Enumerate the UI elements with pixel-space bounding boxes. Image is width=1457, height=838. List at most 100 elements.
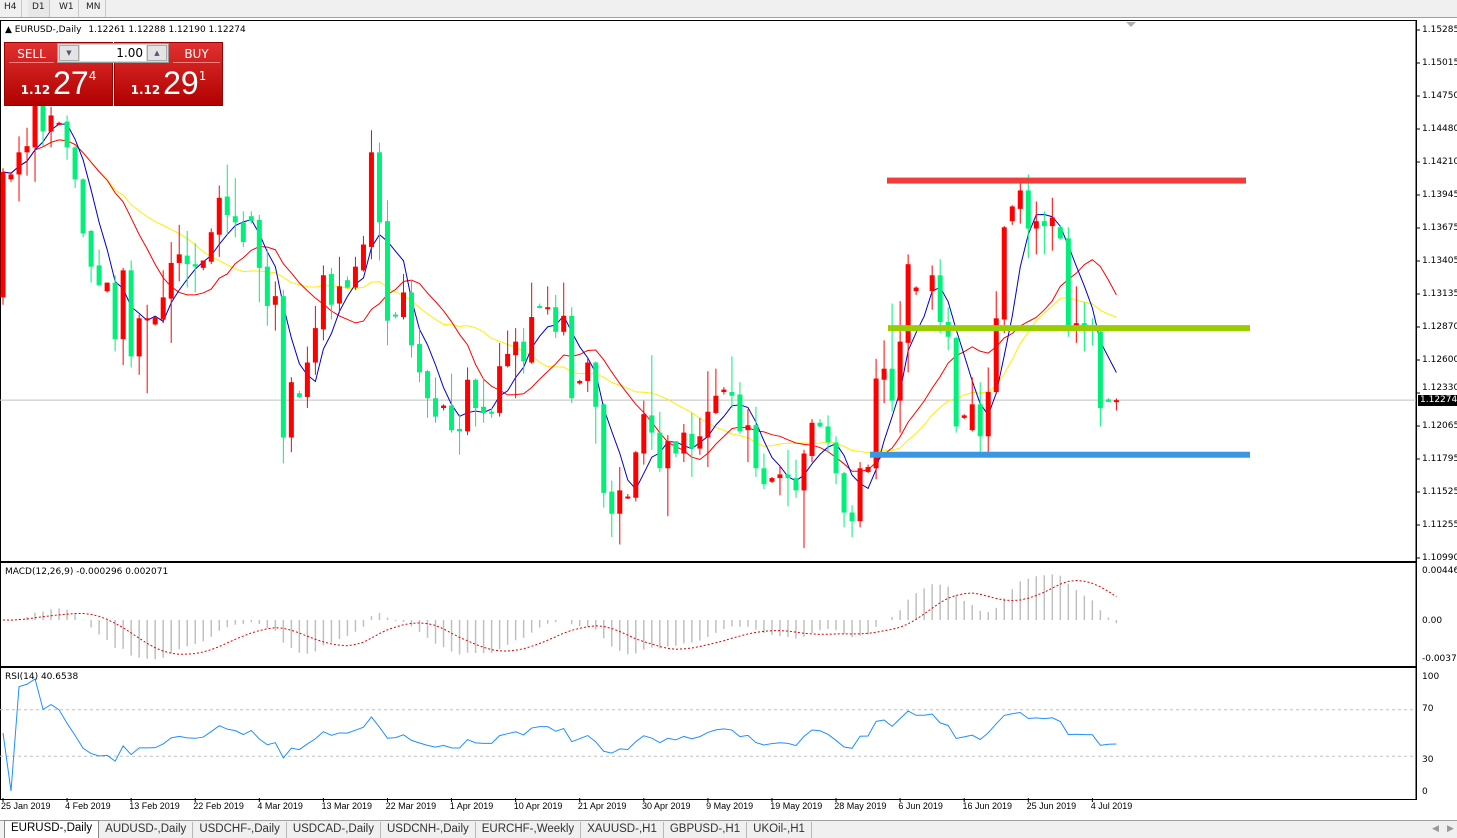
candle-body	[569, 315, 575, 399]
candle-body	[817, 422, 823, 427]
candle-body	[328, 274, 334, 305]
symbol-tab[interactable]: EURCHF-,Weekly	[476, 822, 582, 838]
symbol-tab[interactable]: USDCAD-,Daily	[287, 822, 381, 838]
candle-body	[673, 441, 679, 454]
candle-body	[697, 436, 703, 449]
candle-body	[833, 442, 839, 474]
candle-body	[104, 282, 110, 292]
candle-body	[857, 468, 863, 522]
candle-body	[849, 512, 855, 522]
increase-lot-icon[interactable]: ▲	[147, 45, 167, 61]
candle-body	[1081, 323, 1087, 326]
candle	[641, 400, 647, 465]
timeframe-w1[interactable]: W1	[55, 0, 79, 17]
symbol-tab[interactable]: EURUSD-,Daily	[4, 820, 100, 838]
candle	[224, 164, 230, 235]
candle	[833, 436, 839, 485]
candle	[769, 476, 775, 484]
candle	[376, 142, 382, 261]
rsi-axis-30: 30	[1422, 755, 1434, 765]
candle	[801, 449, 807, 549]
lot-size-stepper[interactable]: ▼ 1.00 ▲	[57, 43, 169, 63]
candle-body	[409, 292, 415, 346]
candle	[465, 367, 471, 436]
candle	[72, 146, 78, 188]
candle	[160, 270, 166, 324]
time-axis-label: 28 May 2019	[834, 801, 887, 811]
price-axis-label: 1.11255	[1422, 520, 1457, 531]
candle	[192, 243, 198, 293]
timeframe-mn[interactable]: MN	[82, 0, 106, 17]
scroll-right-icon[interactable]: ▶	[1447, 824, 1454, 834]
candle-body	[344, 280, 350, 288]
chart-title: ▲ EURUSD-,Daily 1.12261 1.12288 1.12190 …	[5, 25, 246, 35]
candle-body	[505, 353, 511, 367]
candle	[913, 286, 919, 295]
rsi-axis-100: 100	[1422, 672, 1440, 682]
candle-body	[481, 406, 487, 413]
time-axis-label: 22 Mar 2019	[385, 801, 437, 811]
candle-body	[825, 426, 831, 443]
scroll-left-icon[interactable]: ◀	[1432, 824, 1439, 834]
time-axis-label: 22 Feb 2019	[193, 801, 244, 811]
candle	[1033, 201, 1039, 255]
horizontal-level-line[interactable]	[888, 325, 1250, 332]
price-axis-label: 1.14480	[1422, 123, 1457, 134]
symbol-tab[interactable]: UKOil-,H1	[747, 822, 812, 838]
candle-body	[368, 152, 374, 247]
candle	[256, 215, 262, 303]
candle	[889, 303, 895, 412]
candle	[601, 403, 607, 508]
candle-body	[1073, 323, 1079, 326]
horizontal-level-line[interactable]	[887, 177, 1246, 184]
candle	[521, 328, 527, 374]
candle	[64, 115, 70, 160]
collapse-triangle-icon[interactable]: ▲	[5, 25, 12, 35]
candle-body	[489, 411, 495, 414]
price-axis-label: 1.14210	[1422, 157, 1457, 168]
symbol-tab[interactable]: USDCNH-,Daily	[381, 822, 476, 838]
timeframe-h4[interactable]: H4	[0, 0, 22, 17]
symbol-tab[interactable]: XAUUSD-,H1	[581, 822, 664, 838]
candle-body	[993, 318, 999, 393]
candle	[392, 312, 398, 319]
symbol-tab[interactable]: AUDUSD-,Daily	[99, 822, 194, 838]
candle	[993, 291, 999, 394]
candle-body	[48, 115, 54, 132]
rsi-line	[2, 678, 1117, 792]
decrease-lot-icon[interactable]: ▼	[59, 45, 79, 61]
candle-body	[216, 197, 222, 235]
symbol-tab[interactable]: GBPUSD-,H1	[664, 822, 748, 838]
timeframe-d1[interactable]: D1	[28, 0, 50, 17]
lot-size-input[interactable]: 1.00	[80, 45, 146, 61]
candle-body	[705, 411, 711, 438]
candle-body	[649, 415, 655, 433]
candle-body	[384, 221, 390, 321]
candle	[649, 355, 655, 450]
horizontal-level-line[interactable]	[870, 451, 1250, 458]
candle	[409, 280, 415, 358]
candle	[152, 315, 158, 326]
candle	[705, 371, 711, 468]
price-axis-label: 1.13405	[1422, 256, 1457, 267]
candle	[144, 304, 150, 394]
symbol-tab[interactable]: USDCHF-,Daily	[193, 822, 287, 838]
price-axis-label: 1.14750	[1422, 90, 1457, 101]
candle	[40, 99, 46, 147]
candle-body	[304, 362, 310, 397]
candle-body	[176, 254, 182, 263]
time-axis-label: 6 Jun 2019	[898, 801, 943, 811]
candle	[473, 378, 479, 427]
chart-window[interactable]	[0, 20, 1417, 800]
candle	[665, 435, 671, 517]
candle	[48, 106, 54, 148]
candle-body	[793, 478, 799, 491]
candle-body	[200, 260, 206, 268]
candle-body	[625, 496, 631, 499]
candle-body	[761, 468, 767, 485]
price-axis-label: 1.13135	[1422, 289, 1457, 300]
candle-body	[192, 264, 198, 267]
candle-body	[1049, 217, 1055, 227]
time-axis-label: 25 Jan 2019	[1, 801, 51, 811]
